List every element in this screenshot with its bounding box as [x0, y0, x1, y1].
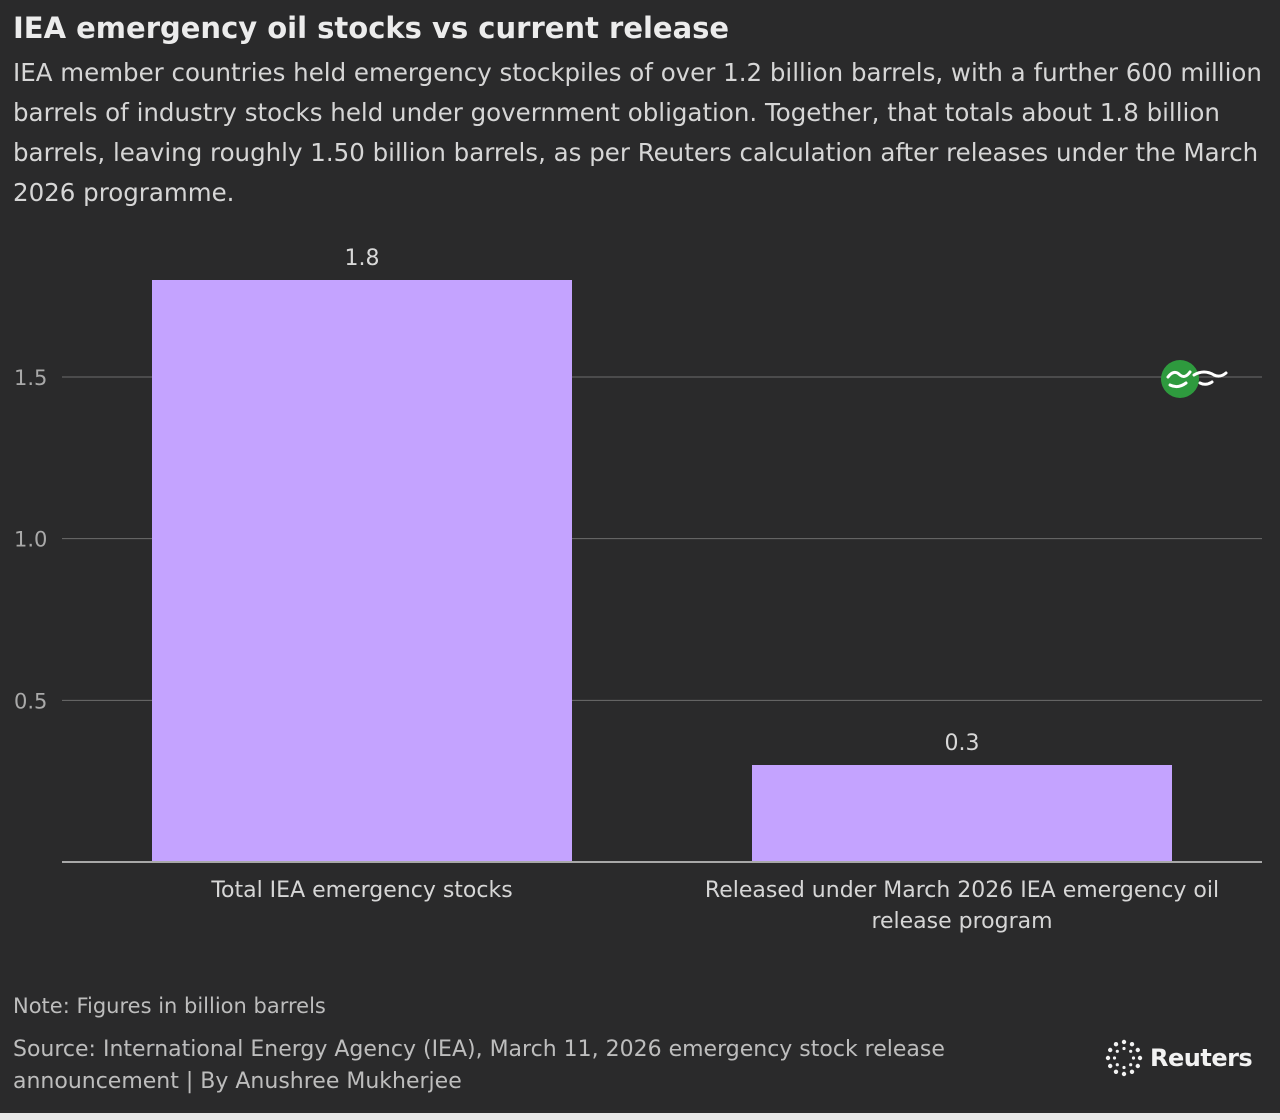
bar: [752, 765, 1172, 862]
y-tick-label: 0.5: [14, 689, 47, 713]
x-category-label: Total IEA emergency stocks: [210, 878, 512, 903]
x-category-label: release program: [871, 909, 1052, 934]
watermark-glyph: [1166, 370, 1192, 389]
reuters-brand: Reuters: [1105, 1036, 1253, 1080]
y-tick-label: 1.0: [14, 528, 47, 552]
bar: [152, 280, 572, 862]
bottom-border: [0, 1113, 1280, 1120]
x-category-label: Released under March 2026 IEA emergency …: [705, 878, 1219, 903]
y-tick-label: 1.5: [14, 366, 47, 390]
watermark-circle: [1161, 360, 1199, 398]
watermark-logo: [1161, 360, 1228, 398]
chart-subtitle: IEA member countries held emergency stoc…: [13, 58, 1262, 207]
chart-source: Source: International Energy Agency (IEA…: [13, 1037, 945, 1094]
chart-title: IEA emergency oil stocks vs current rele…: [13, 11, 730, 45]
watermark-glyph-tail: [1192, 370, 1228, 386]
reuters-wordmark: Reuters: [1150, 1044, 1253, 1072]
bar-value-label: 1.8: [345, 246, 380, 271]
chart-note: Note: Figures in billion barrels: [13, 994, 326, 1018]
bars: [152, 280, 1172, 862]
bar-value-label: 0.3: [945, 731, 980, 756]
labels: 0.5 1.0 1.5 1.8 Total IEA emergency stocks 0.…: [14, 246, 1219, 934]
reuters-logo-icon: [1105, 1039, 1143, 1077]
